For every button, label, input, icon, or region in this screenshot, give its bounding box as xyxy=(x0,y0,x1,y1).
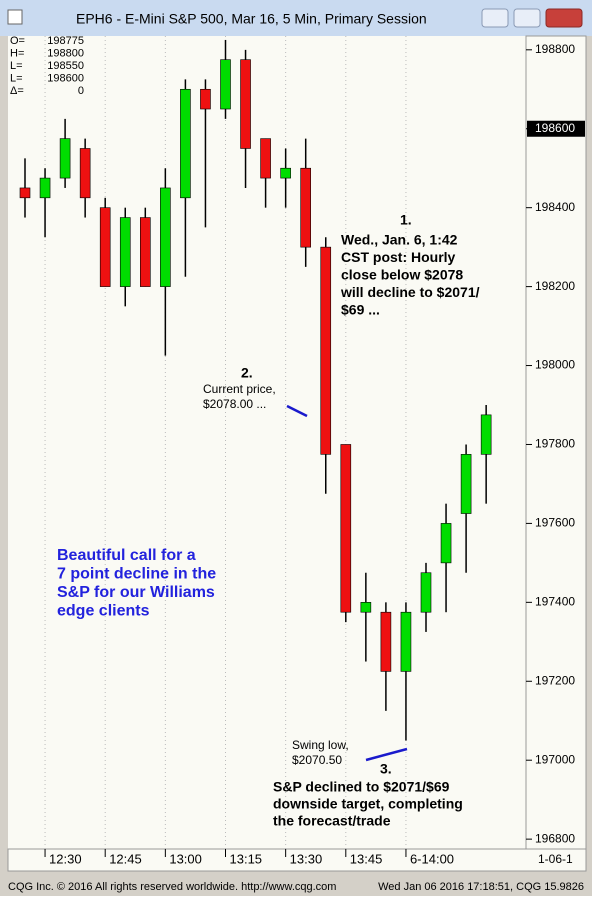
current-price-label: 198600 xyxy=(535,121,575,135)
note-text: Current price, xyxy=(203,382,276,396)
note-number: 1. xyxy=(400,212,412,228)
candle-body xyxy=(140,217,151,287)
current-price-box xyxy=(527,120,585,137)
pointer-line xyxy=(365,747,408,762)
candle-body xyxy=(420,572,432,613)
note-text: S&P declined to $2071/$69 xyxy=(273,779,450,795)
info-label: O= xyxy=(10,35,25,47)
candle-body xyxy=(160,187,171,287)
candle-body xyxy=(400,611,412,672)
y-axis-area xyxy=(525,35,587,850)
candle-body xyxy=(280,167,291,179)
candle-body xyxy=(79,148,91,199)
call-text: S&P for our Williams xyxy=(57,584,215,601)
x-tick-label: 12:45 xyxy=(109,851,142,866)
candle-body xyxy=(360,602,372,613)
note-text: Wed., Jan. 6, 1:42 xyxy=(341,232,458,248)
x-tick-label: 13:00 xyxy=(169,851,202,866)
candle-body xyxy=(180,88,191,199)
call-text: edge clients xyxy=(57,603,150,620)
candle-body xyxy=(480,414,492,455)
info-label: L= xyxy=(10,72,23,84)
candle-body xyxy=(240,59,251,149)
x-corner-label: 1-06-1 xyxy=(538,852,573,866)
y-tick-label: 198200 xyxy=(535,279,575,293)
note-text: $69 ... xyxy=(341,302,380,318)
info-value: 198775 xyxy=(47,35,84,47)
close-button[interactable] xyxy=(545,8,583,28)
info-value: 198600 xyxy=(47,72,84,84)
info-value: 198550 xyxy=(47,60,84,72)
y-tick-label: 197600 xyxy=(535,516,575,530)
maximize-button[interactable] xyxy=(513,8,541,28)
info-label: L= xyxy=(10,60,23,72)
x-tick-label: 12:30 xyxy=(49,851,82,866)
note-text: $2070.50 xyxy=(292,753,342,767)
candle-body xyxy=(19,187,31,199)
candle-body xyxy=(99,207,111,287)
window-icon xyxy=(7,9,23,25)
y-tick-label: 197400 xyxy=(535,595,575,609)
candle-body xyxy=(460,454,472,514)
minimize-button[interactable] xyxy=(481,8,509,28)
info-box: O= 198775 H= 198800 L= 198550 L= 198600 Δ= 0 xyxy=(10,35,84,97)
window-title: EPH6 - E-Mini S&P 500, Mar 16, 5 Min, Pr… xyxy=(76,11,427,27)
y-tick-label: 197800 xyxy=(535,437,575,451)
pointer-line xyxy=(286,404,308,418)
note-text: the forecast/trade xyxy=(273,813,391,829)
candle-body xyxy=(300,167,312,248)
note-text: CST post: Hourly xyxy=(341,249,456,265)
candle-body xyxy=(200,88,211,110)
note-text: close below $2078 xyxy=(341,267,463,283)
candle-body xyxy=(119,217,131,287)
x-tick-label: 13:30 xyxy=(290,851,323,866)
note-number: 2. xyxy=(241,365,253,381)
y-tick-label: 198000 xyxy=(535,358,575,372)
x-tick-label: 13:45 xyxy=(350,851,383,866)
note-text: $2078.00 ... xyxy=(203,397,266,411)
candle-body xyxy=(440,523,452,564)
note-number: 3. xyxy=(380,761,392,777)
x-axis-area xyxy=(7,848,587,872)
footer-left: CQG Inc. © 2016 All rights reserved worl… xyxy=(8,881,336,893)
info-label: Δ= xyxy=(10,85,24,97)
call-text: 7 point decline in the xyxy=(57,566,216,583)
y-tick-label: 198400 xyxy=(535,200,575,214)
candle-body xyxy=(260,138,271,179)
y-tick-label: 197200 xyxy=(535,673,575,687)
info-value: 0 xyxy=(78,85,84,97)
candle-body xyxy=(59,138,71,179)
x-tick-label: 6-14:00 xyxy=(410,851,454,866)
y-tick-label: 198800 xyxy=(535,42,575,56)
x-tick-label: 13:15 xyxy=(230,851,263,866)
candle-body xyxy=(39,177,51,199)
candle-body xyxy=(220,59,231,110)
note-text: Swing low, xyxy=(292,738,349,752)
y-tick-label: 197000 xyxy=(535,752,575,766)
candle-body xyxy=(380,611,392,672)
note-text: will decline to $2071/ xyxy=(340,284,480,300)
candle-body xyxy=(320,246,332,455)
info-value: 198800 xyxy=(47,47,84,59)
footer-right: Wed Jan 06 2016 17:18:51, CQG 15.9826 xyxy=(378,881,584,893)
axes: 196800 197000 197200 197400 197600 197800 1980… xyxy=(19,36,585,866)
note-text: downside target, completing xyxy=(273,796,463,812)
y-tick-label: 196800 xyxy=(535,831,575,845)
candle-body xyxy=(340,444,352,613)
call-text: Beautiful call for a xyxy=(57,547,196,564)
info-label: H= xyxy=(10,47,24,59)
